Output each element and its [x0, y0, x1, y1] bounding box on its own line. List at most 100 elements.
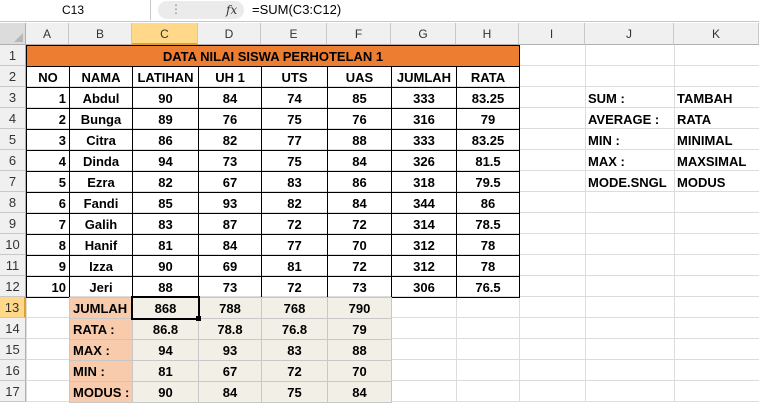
row-header-4[interactable]: 4 [0, 108, 26, 129]
table-cell[interactable]: 82 [261, 192, 328, 214]
table-cell[interactable]: 81 [261, 255, 328, 277]
row-header-8[interactable]: 8 [0, 192, 26, 213]
table-cell[interactable]: 72 [261, 276, 328, 298]
summary-label[interactable]: MAX : [69, 339, 133, 361]
table-cell[interactable]: 77 [261, 129, 328, 151]
column-header-h[interactable]: H [456, 23, 519, 45]
table-cell[interactable]: Citra [69, 129, 133, 151]
row-header-17[interactable]: 17 [0, 381, 26, 402]
table-cell[interactable]: 81.5 [456, 150, 520, 172]
select-all-corner[interactable] [0, 23, 26, 45]
legend-function[interactable]: MIN : [588, 132, 620, 148]
legend-meaning[interactable]: MODUS [677, 174, 726, 190]
summary-value[interactable]: 81 [132, 360, 199, 382]
table-cell[interactable]: 67 [198, 171, 262, 193]
table-cell[interactable]: Jeri [69, 276, 133, 298]
header-cell[interactable]: JUMLAH [391, 66, 457, 88]
table-cell[interactable]: 86 [456, 192, 520, 214]
table-cell[interactable]: 78 [456, 255, 520, 277]
legend-meaning[interactable]: MAXSIMAL [677, 153, 747, 169]
table-cell[interactable]: 9 [26, 255, 70, 277]
table-cell[interactable]: 83.25 [456, 87, 520, 109]
summary-value[interactable]: 67 [198, 360, 262, 382]
summary-label[interactable]: MIN : [69, 360, 133, 382]
table-cell[interactable]: Dinda [69, 150, 133, 172]
table-cell[interactable]: 85 [132, 192, 199, 214]
table-cell[interactable]: 84 [327, 192, 392, 214]
table-cell[interactable]: 5 [26, 171, 70, 193]
legend-function[interactable]: MODE.SNGL [588, 174, 667, 190]
table-cell[interactable]: 318 [391, 171, 457, 193]
summary-value[interactable]: 79 [327, 318, 392, 340]
table-cell[interactable]: 69 [198, 255, 262, 277]
table-cell[interactable]: 73 [198, 276, 262, 298]
column-header-i[interactable]: I [519, 23, 585, 45]
summary-value[interactable]: 88 [327, 339, 392, 361]
column-header-k[interactable]: K [674, 23, 759, 45]
summary-label[interactable]: RATA : [69, 318, 133, 340]
summary-value[interactable]: 84 [327, 381, 392, 403]
summary-value[interactable]: 83 [261, 339, 328, 361]
column-header-c[interactable]: C [132, 23, 198, 45]
table-cell[interactable]: 88 [327, 129, 392, 151]
summary-value[interactable]: 78.8 [198, 318, 262, 340]
row-header-3[interactable]: 3 [0, 87, 26, 108]
table-cell[interactable]: 77 [261, 234, 328, 256]
table-cell[interactable]: 76.5 [456, 276, 520, 298]
summary-value[interactable]: 72 [261, 360, 328, 382]
table-cell[interactable]: 74 [261, 87, 328, 109]
table-cell[interactable]: 333 [391, 129, 457, 151]
table-cell[interactable]: 314 [391, 213, 457, 235]
column-header-a[interactable]: A [26, 23, 69, 45]
summary-label[interactable]: JUMLAH [69, 297, 133, 319]
row-header-12[interactable]: 12 [0, 276, 26, 297]
row-header-16[interactable]: 16 [0, 360, 26, 381]
table-cell[interactable]: Fandi [69, 192, 133, 214]
row-header-9[interactable]: 9 [0, 213, 26, 234]
table-cell[interactable]: 75 [261, 108, 328, 130]
table-cell[interactable]: Hanif [69, 234, 133, 256]
more-options-icon[interactable]: ⋮ [170, 2, 182, 16]
summary-value[interactable]: 70 [327, 360, 392, 382]
table-title[interactable]: DATA NILAI SISWA PERHOTELAN 1 [26, 45, 520, 67]
table-cell[interactable]: 82 [198, 129, 262, 151]
header-cell[interactable]: UH 1 [198, 66, 262, 88]
summary-value[interactable]: 94 [132, 339, 199, 361]
table-cell[interactable]: 4 [26, 150, 70, 172]
table-cell[interactable]: 8 [26, 234, 70, 256]
table-cell[interactable]: 10 [26, 276, 70, 298]
table-cell[interactable]: 72 [327, 255, 392, 277]
row-header-10[interactable]: 10 [0, 234, 26, 255]
header-cell[interactable]: LATIHAN [132, 66, 199, 88]
row-header-13[interactable]: 13 [0, 297, 26, 318]
table-cell[interactable]: 82 [132, 171, 199, 193]
table-cell[interactable]: 75 [261, 150, 328, 172]
table-cell[interactable]: 84 [198, 234, 262, 256]
legend-meaning[interactable]: TAMBAH [677, 90, 733, 106]
table-cell[interactable]: 79 [456, 108, 520, 130]
table-cell[interactable]: 316 [391, 108, 457, 130]
table-cell[interactable]: 333 [391, 87, 457, 109]
insert-function-icon[interactable]: fx [226, 3, 238, 17]
legend-function[interactable]: SUM : [588, 90, 625, 106]
row-header-14[interactable]: 14 [0, 318, 26, 339]
legend-meaning[interactable]: MINIMAL [677, 132, 733, 148]
table-cell[interactable]: Bunga [69, 108, 133, 130]
column-header-d[interactable]: D [198, 23, 261, 45]
header-cell[interactable]: RATA [456, 66, 520, 88]
table-cell[interactable]: 306 [391, 276, 457, 298]
table-cell[interactable]: 1 [26, 87, 70, 109]
row-header-7[interactable]: 7 [0, 171, 26, 192]
table-cell[interactable]: 3 [26, 129, 70, 151]
row-header-2[interactable]: 2 [0, 66, 26, 87]
table-cell[interactable]: 84 [198, 87, 262, 109]
summary-value[interactable]: 93 [198, 339, 262, 361]
table-cell[interactable]: 83.25 [456, 129, 520, 151]
column-header-g[interactable]: G [391, 23, 456, 45]
table-cell[interactable]: 83 [132, 213, 199, 235]
table-cell[interactable]: 326 [391, 150, 457, 172]
header-cell[interactable]: UAS [327, 66, 392, 88]
table-cell[interactable]: 79.5 [456, 171, 520, 193]
legend-function[interactable]: AVERAGE : [588, 111, 660, 127]
table-cell[interactable]: 312 [391, 234, 457, 256]
